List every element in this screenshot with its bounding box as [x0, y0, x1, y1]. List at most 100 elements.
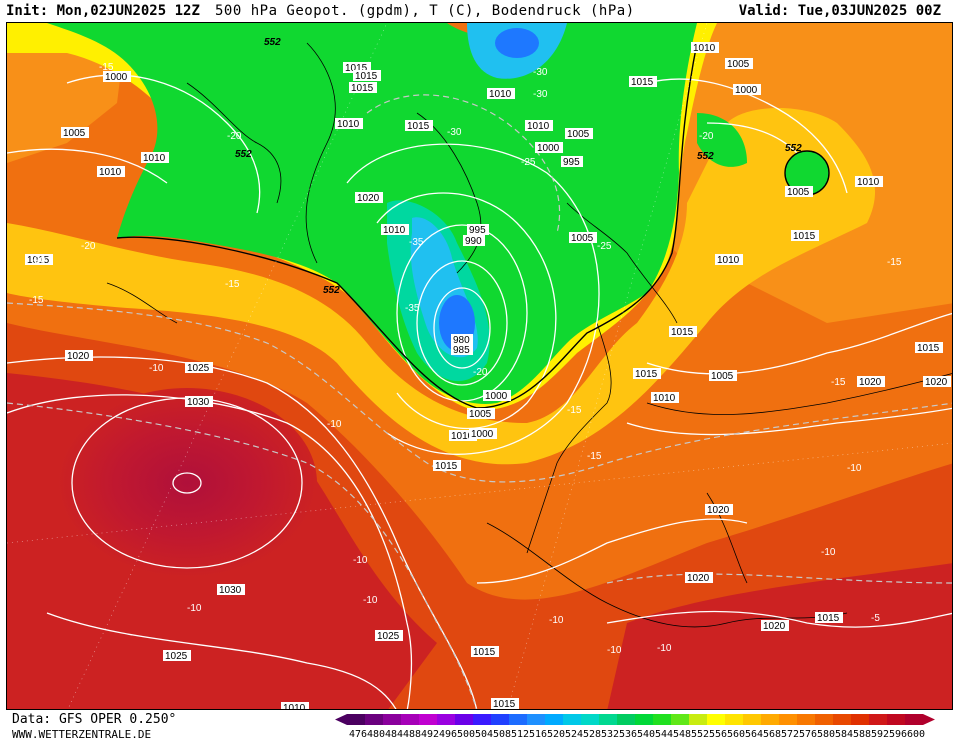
isobar-label: 1025	[187, 363, 210, 374]
legend-swatch	[419, 714, 437, 725]
legend-tick-label: 584	[835, 729, 853, 740]
isobar-label-bg	[25, 254, 53, 265]
legend-swatch	[671, 714, 689, 725]
legend-swatch	[887, 714, 905, 725]
isobar-label-bg	[451, 344, 473, 355]
isobar-label-bg	[185, 362, 213, 373]
isobar-label: 1015	[635, 369, 658, 380]
color-legend: 476 480 484 488 492 496 500 504 508 512 516 520 524 5…	[335, 714, 935, 740]
isobar-label: 1015	[473, 647, 496, 658]
legend-swatch	[563, 714, 581, 725]
legend-swatch	[599, 714, 617, 725]
geopotential-label: 552	[697, 151, 714, 162]
isotherm-label: -20	[31, 255, 46, 266]
isobars	[7, 74, 952, 709]
isobar-label-bg	[855, 176, 883, 187]
isobar-label-bg	[561, 156, 583, 167]
field-green-low-east	[785, 151, 829, 195]
isotherm-label: -35	[405, 303, 420, 314]
isobar-label-bg	[217, 584, 245, 595]
isotherm-label: -5	[871, 613, 880, 624]
legend-swatch	[509, 714, 527, 725]
isobar-label-bg	[471, 646, 499, 657]
isobar-label-bg	[185, 396, 213, 407]
legend-tick-label: 568	[763, 729, 781, 740]
isotherm-label: -10	[847, 463, 862, 474]
isobar-label-bg	[923, 376, 951, 387]
legend-swatch	[869, 714, 887, 725]
legend-tick-label: 544	[655, 729, 673, 740]
isobar-label-bg	[535, 142, 563, 153]
legend-tick-label: 516	[529, 729, 547, 740]
isobar-label-bg	[97, 166, 125, 177]
isobar-label-bg	[343, 62, 371, 73]
isobar-label: 1010	[99, 167, 122, 178]
isobar-label: 1020	[859, 377, 882, 388]
isobar-label: 995	[469, 225, 486, 236]
isobar-label: 1020	[763, 621, 786, 632]
isobar-label-bg	[375, 630, 403, 641]
isobar-label-bg	[915, 342, 943, 353]
isotherm-label: -15	[99, 62, 114, 73]
legend-tick-label: 496	[439, 729, 457, 740]
legend-swatch	[815, 714, 833, 725]
isobar-label-bg	[103, 71, 131, 82]
isobar-label: 1020	[357, 193, 380, 204]
isobar-label-bg	[61, 127, 89, 138]
isotherm-label: -15	[587, 451, 602, 462]
isobar-label: 1010	[337, 119, 360, 130]
legend-tick-label: 524	[565, 729, 583, 740]
geopotential-label: 552	[785, 143, 802, 154]
isobar-label-bg	[629, 76, 657, 87]
isotherm-label: -20	[699, 131, 714, 142]
isobar-label: 1005	[63, 128, 86, 139]
isobar-label: 995	[563, 157, 580, 168]
isobar-label: 1010	[653, 393, 676, 404]
legend-swatch	[473, 714, 491, 725]
legend-swatch	[491, 714, 509, 725]
isobar-label: 1010	[451, 431, 474, 442]
isobar-label: 1015	[407, 121, 430, 132]
legend-swatch	[725, 714, 743, 725]
isobar-label: 1020	[925, 377, 948, 388]
isobar-label-bg	[163, 650, 191, 661]
isotherm-label: -10	[187, 603, 202, 614]
isobar-label-bg	[669, 326, 697, 337]
isobar-label: 1030	[187, 397, 210, 408]
legend-swatch	[383, 714, 401, 725]
isobar-label: 1000	[105, 72, 128, 83]
isobar-label: 1020	[707, 505, 730, 516]
isobar-label-bg	[709, 370, 737, 381]
isotherm-label: -15	[831, 377, 846, 388]
legend-swatch	[401, 714, 419, 725]
legend-tick-label: 592	[871, 729, 889, 740]
legend-arrow-left	[335, 714, 347, 725]
isobar-label-bg	[65, 350, 93, 361]
isotherm-label: -25	[521, 157, 536, 168]
legend-swatch	[455, 714, 473, 725]
chart-title: 500 hPa Geopot. (gpdm), T (C), Bodendruc…	[215, 3, 635, 19]
isobar-label: 1010	[283, 703, 306, 710]
legend-tick-label: 548	[673, 729, 691, 740]
legend-tick-label: 576	[799, 729, 817, 740]
isobar-label-bg	[467, 408, 495, 419]
init-time: Init: Mon,02JUN2025 12Z	[6, 3, 200, 19]
legend-tick-label: 480	[367, 729, 385, 740]
field-green-small-ne	[697, 113, 747, 167]
legend-swatch	[635, 714, 653, 725]
legend-swatch	[779, 714, 797, 725]
isotherm-label: -20	[473, 367, 488, 378]
isotherm-label: -10	[549, 615, 564, 626]
legend-swatch	[365, 714, 383, 725]
legend-swatch	[347, 714, 365, 725]
legend-tick-label: 532	[601, 729, 619, 740]
isobar-label: 1015	[917, 343, 940, 354]
isobar-label-bg	[281, 702, 309, 709]
legend-swatch	[851, 714, 869, 725]
high-pressure-core	[57, 388, 317, 578]
isobar-label: 1015	[27, 255, 50, 266]
isobar-label-bg	[353, 70, 381, 81]
isobar-label: 1025	[377, 631, 400, 642]
isobar-label-bg	[733, 84, 761, 95]
isobar-label: 1005	[787, 187, 810, 198]
